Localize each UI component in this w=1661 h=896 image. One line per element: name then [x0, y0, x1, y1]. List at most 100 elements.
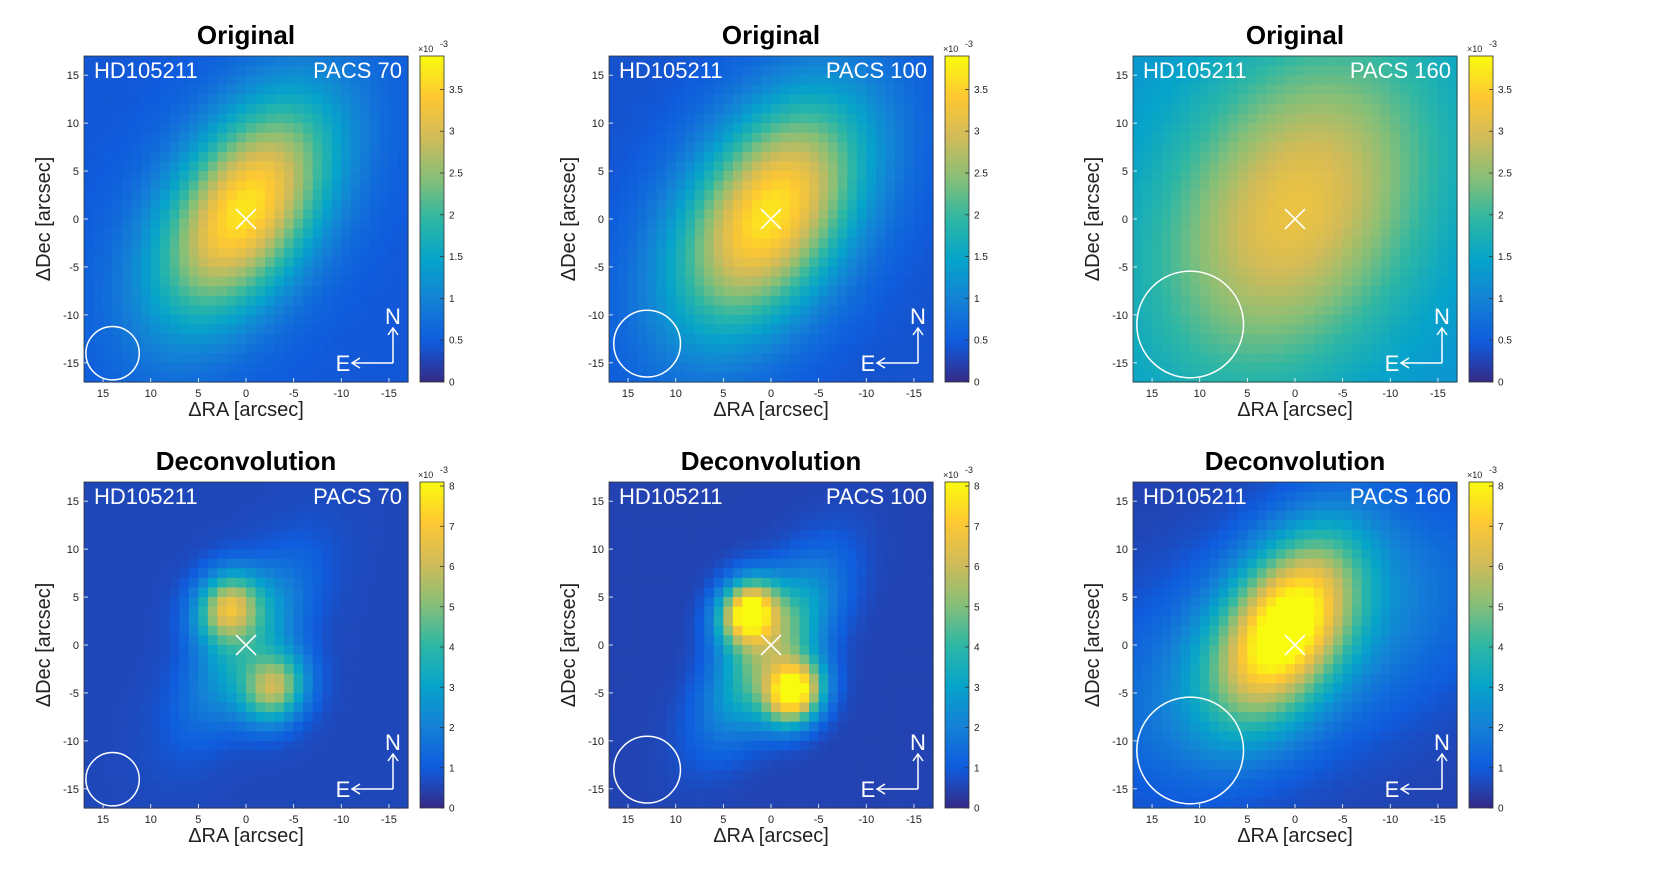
heatmap-cell — [666, 257, 677, 268]
heatmap-cell — [818, 305, 829, 316]
heatmap-cell — [1209, 56, 1220, 67]
heatmap-cell — [894, 219, 906, 230]
heatmap-cell — [312, 654, 323, 665]
heatmap-cell — [360, 702, 371, 713]
heatmap-cell — [1161, 286, 1172, 297]
heatmap-cell — [255, 238, 266, 249]
heatmap-cell — [1133, 238, 1144, 249]
heatmap-cell — [618, 151, 629, 163]
heatmap-cell — [1256, 305, 1268, 316]
heatmap-cell — [122, 142, 133, 153]
heatmap-cell — [704, 132, 715, 143]
heatmap-cell — [1228, 324, 1239, 335]
heatmap-cell — [618, 372, 629, 383]
heatmap-cell — [341, 257, 352, 268]
heatmap-cell — [388, 721, 400, 732]
heatmap-cell — [694, 209, 705, 220]
heatmap-cell — [198, 142, 209, 153]
heatmap-cell — [875, 190, 886, 201]
heatmap-cell — [255, 731, 266, 742]
colorbar-gradient — [1468, 55, 1494, 383]
heatmap-cell — [188, 654, 199, 665]
heatmap-cell — [656, 171, 667, 182]
heatmap-cell — [656, 362, 667, 374]
heatmap-cell — [1304, 219, 1315, 230]
heatmap-cell — [160, 171, 171, 182]
heatmap-cell — [398, 597, 409, 608]
heatmap-cell — [388, 558, 400, 569]
heatmap-cell — [141, 798, 152, 809]
heatmap-cell — [1323, 314, 1334, 326]
heatmap-cell — [150, 276, 161, 287]
heatmap-cell — [141, 491, 152, 502]
heatmap-cell — [188, 151, 199, 163]
heatmap-cell — [761, 305, 772, 316]
heatmap-cell — [837, 161, 848, 172]
heatmap-cell — [369, 760, 381, 771]
heatmap-cell — [761, 228, 772, 239]
heatmap-cell — [131, 587, 142, 598]
heatmap-cell — [93, 769, 104, 780]
heatmap-cell — [93, 664, 104, 675]
heatmap-cell — [93, 721, 104, 732]
heatmap-cell — [141, 94, 152, 105]
heatmap-cell — [1275, 257, 1287, 268]
heatmap-cell — [150, 606, 161, 617]
heatmap-cell — [341, 132, 352, 143]
heatmap-cell — [1371, 362, 1382, 374]
colorbar-tick-label: 8 — [449, 482, 455, 493]
heatmap-cell — [723, 142, 734, 153]
heatmap-cell — [609, 123, 620, 134]
heatmap-cell — [618, 798, 629, 809]
heatmap-cell — [103, 654, 114, 665]
heatmap-cell — [1409, 161, 1420, 172]
heatmap-cell — [1256, 324, 1268, 335]
heatmap-cell — [246, 683, 257, 694]
heatmap-cell — [360, 750, 371, 761]
heatmap-cell — [198, 664, 209, 675]
heatmap-cell — [799, 199, 810, 211]
heatmap-cell — [1133, 266, 1144, 278]
heatmap-cell — [666, 324, 677, 335]
heatmap-cell — [1390, 219, 1401, 230]
heatmap-cell — [847, 257, 858, 268]
heatmap-cell — [84, 343, 95, 354]
heatmap-cell — [723, 314, 734, 326]
heatmap-cell — [685, 84, 696, 95]
heatmap-cell — [379, 616, 390, 627]
heatmap-cell — [160, 84, 171, 95]
heatmap-cell — [303, 568, 314, 579]
heatmap-cell — [675, 324, 686, 335]
heatmap-cell — [112, 180, 123, 191]
heatmap-cell — [866, 65, 877, 76]
heatmap-cell — [694, 314, 705, 326]
colorbar-tick-label: 1.5 — [1498, 252, 1512, 263]
heatmap-cell — [1161, 362, 1172, 374]
heatmap-cell — [360, 295, 371, 306]
heatmap-cell — [360, 491, 371, 502]
heatmap-cell — [284, 539, 295, 550]
heatmap-cell — [322, 276, 333, 287]
heatmap-cell — [398, 324, 409, 335]
heatmap-cell — [350, 760, 361, 771]
heatmap-cell — [150, 549, 161, 560]
heatmap-cell — [904, 151, 915, 163]
heatmap-cell — [647, 56, 658, 67]
heatmap-cell — [217, 151, 228, 163]
heatmap-cell — [112, 142, 123, 153]
heatmap-cell — [780, 257, 791, 268]
heatmap-cell — [904, 199, 915, 211]
heatmap-cell — [732, 228, 744, 239]
heatmap-cell — [704, 103, 715, 115]
heatmap-cell — [799, 228, 810, 239]
heatmap-cell — [388, 247, 400, 258]
heatmap-cell — [675, 56, 686, 67]
heatmap-cell — [379, 295, 390, 306]
heatmap-cell — [656, 343, 667, 354]
heatmap-cell — [141, 56, 152, 67]
heatmap-cell — [847, 84, 858, 95]
heatmap-cell — [742, 343, 753, 354]
heatmap-cell — [341, 123, 352, 134]
heatmap-cell — [122, 324, 133, 335]
heatmap-cell — [303, 257, 314, 268]
